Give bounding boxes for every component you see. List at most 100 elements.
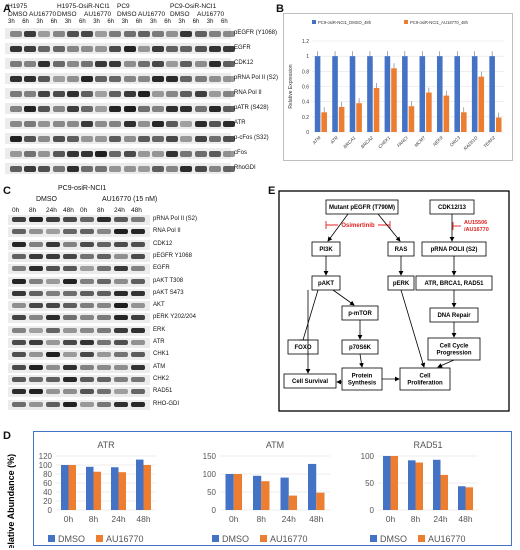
panel-a-treatment-label: AU16770 <box>138 11 166 18</box>
panel-a-band <box>95 46 108 52</box>
panel-c-title: PC9-osiR-NCI1 <box>58 185 107 192</box>
panel-a-band <box>223 31 235 37</box>
panel-a-western-blot: H1975 H1975-OsiR-NCI1 PC9 PC9-OsiR-NCI1 DMSO… <box>0 0 278 178</box>
panel-c-band <box>114 266 128 272</box>
panel-d-bar-dmso <box>308 463 317 510</box>
panel-c-band <box>63 364 77 370</box>
panel-e-osimertinib-label: Osimertinib <box>341 223 375 229</box>
panel-d-legend-dmso: DMSO <box>58 534 85 544</box>
panel-e-pakt-box <box>311 275 341 291</box>
panel-a-group-label: PC9-OsiR-NCI1 <box>170 3 217 10</box>
panel-c-band <box>63 253 77 259</box>
panel-a-band <box>180 61 193 67</box>
panel-d-y-tick: 120 <box>39 452 53 461</box>
panel-a-band <box>180 151 193 157</box>
panel-c-row-label: pERK Y202/204 <box>153 314 196 321</box>
panel-c-letter: C <box>3 185 11 197</box>
panel-a-band <box>38 91 51 97</box>
panel-c-band <box>63 290 77 296</box>
panel-c-blot-strip <box>8 239 150 250</box>
panel-b-bar-au <box>461 112 467 132</box>
panel-c-band <box>114 241 128 247</box>
panel-a-band <box>52 121 65 127</box>
panel-c-band <box>63 401 77 407</box>
panel-c-band <box>114 376 128 382</box>
panel-c-blot-strip <box>8 387 150 398</box>
panel-c-band <box>97 327 111 333</box>
panel-c-time-label: 0h <box>80 207 88 214</box>
panel-d-bar-dmso <box>408 460 416 510</box>
panel-c-western-blot: PC9-osiR-NCI1 DMSO AU16770 (15 nM) 0h 8h 24h 4… <box>0 180 265 420</box>
panel-d-x-tick: 0h <box>229 514 239 524</box>
panel-c-band <box>29 364 43 370</box>
panel-d-bar-dmso <box>225 474 234 510</box>
panel-c-band <box>46 340 60 345</box>
panel-c-band <box>29 217 43 222</box>
panel-b-bar-dmso <box>489 56 495 132</box>
panel-a-band <box>180 166 193 172</box>
panel-a-band <box>66 46 79 52</box>
panel-b-bar-dmso <box>349 56 356 132</box>
panel-c-band <box>12 389 26 395</box>
panel-c-band <box>97 401 111 407</box>
panel-d-bar-au <box>316 492 325 510</box>
panel-d-y-tick: 0 <box>370 506 375 515</box>
panel-c-blot-strip <box>8 264 150 275</box>
panel-a-band <box>52 106 65 112</box>
panel-e-prolif-label: Proliferation <box>407 381 443 387</box>
panel-d-x-tick: 0h <box>386 514 396 524</box>
panel-a-band <box>123 106 136 112</box>
panel-a-band <box>123 91 136 97</box>
panel-a-band <box>10 91 22 97</box>
panel-c-band <box>46 315 60 321</box>
panel-c-band <box>114 290 128 296</box>
panel-a-letter: A <box>3 3 11 15</box>
panel-c-row-label: RHO-GDI <box>153 400 179 407</box>
panel-c-band <box>80 327 94 333</box>
panel-e-atr-label: ATR, BRCA1, RAD51 <box>425 281 485 287</box>
panel-a-band <box>166 136 179 142</box>
panel-d-x-tick: 24h <box>282 514 296 524</box>
panel-b-legend-au: PC9-osiR-NCI1_AU16770_48h <box>410 20 469 25</box>
panel-a-time-label: 3h <box>206 19 214 25</box>
panel-e-ccp-label: Cell Cycle <box>440 344 469 350</box>
panel-a-band <box>223 136 235 142</box>
panel-a-band <box>180 106 193 112</box>
panel-b-bar-dmso <box>454 56 461 132</box>
panel-e-ras-label: RAS <box>395 247 408 253</box>
panel-a-band <box>10 61 22 67</box>
panel-a-band <box>166 61 179 67</box>
panel-a-band <box>24 136 37 142</box>
panel-b-bar-au <box>373 88 380 132</box>
panel-a-band <box>194 136 207 142</box>
panel-b-bar-dmso <box>314 56 321 132</box>
panel-b-legend-dmso: PC9-osiR-NCI1_DMSO_48h <box>318 20 372 25</box>
panel-b-legend-swatch-dmso <box>312 20 316 24</box>
panel-b-bar-au <box>426 92 432 132</box>
panel-a-row-label: CDK12 <box>234 60 254 66</box>
panel-a-band <box>180 76 193 82</box>
panel-c-band <box>46 278 60 284</box>
panel-d-bar-dmso <box>86 466 94 510</box>
panel-c-band <box>131 352 145 358</box>
panel-a-band <box>208 136 221 142</box>
panel-c-band <box>114 401 128 407</box>
panel-a-band <box>137 91 150 97</box>
panel-b-y-tick: 1 <box>306 54 309 60</box>
panel-c-band <box>29 303 43 309</box>
panel-b-bar-dmso <box>367 56 373 132</box>
panel-d-y-tick: 0 <box>212 506 217 515</box>
panel-a-band <box>137 166 150 172</box>
panel-b-bar-dmso <box>384 56 391 132</box>
panel-a-row-label: EGFR <box>234 45 251 51</box>
panel-d-bar-au <box>288 495 297 510</box>
panel-d-frame <box>33 431 512 546</box>
panel-a-band <box>52 31 65 37</box>
panel-a-treatment-label: AU16770 <box>29 11 57 18</box>
panel-d-bar-au <box>415 462 423 510</box>
panel-c-band <box>46 389 60 395</box>
panel-d-y-tick: 100 <box>39 461 53 470</box>
panel-a-band <box>81 151 93 157</box>
panel-c-band <box>114 315 128 321</box>
panel-d-legend-dmso: DMSO <box>222 534 249 544</box>
